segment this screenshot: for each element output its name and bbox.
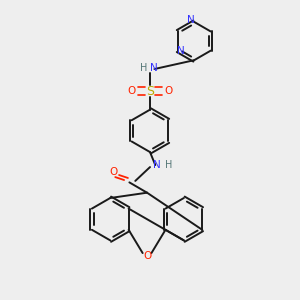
Text: O: O (128, 86, 136, 96)
Text: S: S (146, 85, 154, 98)
Text: O: O (164, 86, 172, 96)
Text: N: N (150, 63, 158, 74)
Text: H: H (140, 63, 147, 74)
Text: N: N (177, 46, 184, 56)
Text: O: O (143, 251, 151, 261)
Text: O: O (109, 167, 117, 177)
Text: N: N (154, 160, 161, 170)
Text: N: N (187, 15, 194, 26)
Text: H: H (165, 160, 172, 170)
